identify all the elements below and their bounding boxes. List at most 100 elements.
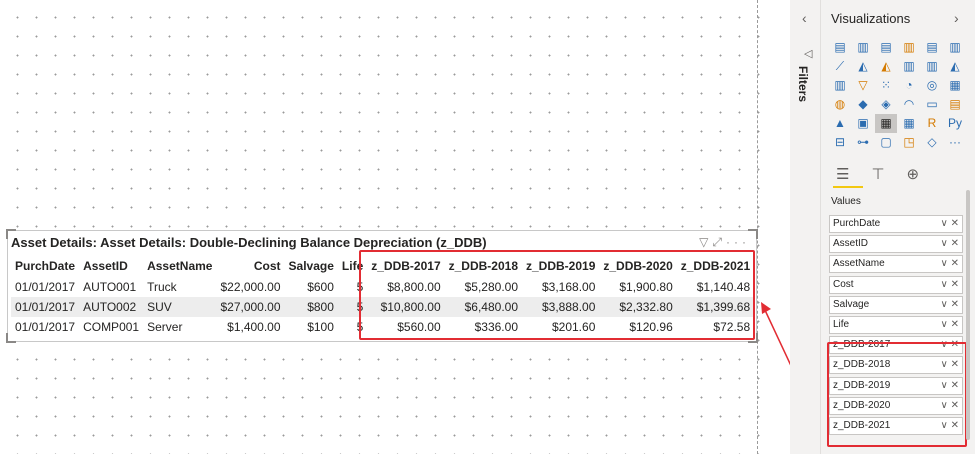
field-well-item[interactable]: Cost ∨ ✕ xyxy=(829,275,963,294)
chevron-down-icon[interactable]: ∨ xyxy=(940,359,951,371)
shape-map-icon[interactable]: ◈ xyxy=(881,97,891,111)
column-header[interactable]: PurchDate xyxy=(15,259,76,273)
stacked-area-icon[interactable]: ◭ xyxy=(881,59,891,73)
filter-icon[interactable]: ▽ xyxy=(699,235,713,249)
field-well-item[interactable]: Life ∨ ✕ xyxy=(829,315,963,334)
field-well-item[interactable]: z_DDB-2019 ∨ ✕ xyxy=(829,376,963,395)
resize-handle[interactable] xyxy=(6,333,16,343)
qa-icon[interactable]: ▢ xyxy=(880,135,892,149)
resize-handle[interactable] xyxy=(748,333,758,343)
line-chart-icon[interactable]: ⟋ xyxy=(835,59,845,73)
remove-field-icon[interactable]: ✕ xyxy=(950,318,959,330)
matrix-icon[interactable]: ▦ xyxy=(903,116,915,130)
more-options-icon[interactable]: ··· xyxy=(726,235,750,249)
field-well-item[interactable]: Salvage ∨ ✕ xyxy=(829,295,963,314)
table-visual[interactable]: Asset Details: Asset Details: Double-Dec… xyxy=(6,229,758,343)
field-well-item[interactable]: z_DDB-2021 ∨ ✕ xyxy=(829,416,963,435)
remove-field-icon[interactable]: ✕ xyxy=(950,278,959,290)
diamond-icon[interactable]: ◇ xyxy=(927,135,937,149)
table-row[interactable]: 01/01/2017 COMP001 Server $1,400.00 $100 5 $56… xyxy=(11,317,754,337)
chevron-down-icon[interactable]: ∨ xyxy=(940,218,951,229)
remove-field-icon[interactable]: ✕ xyxy=(950,218,959,229)
map-icon[interactable]: ◍ xyxy=(834,97,846,111)
field-well-item[interactable]: z_DDB-2020 ∨ ✕ xyxy=(829,396,963,415)
column-header[interactable]: z_DDB-2019 xyxy=(526,259,596,273)
donut-icon[interactable]: ◎ xyxy=(926,78,938,92)
fields-well-icon[interactable]: ☰ xyxy=(836,166,850,183)
gauge-icon[interactable]: ◠ xyxy=(903,97,915,111)
line-column-icon[interactable]: ▥ xyxy=(903,59,915,73)
column-header[interactable]: z_DDB-2020 xyxy=(603,259,673,273)
remove-field-icon[interactable]: ✕ xyxy=(950,359,959,371)
focus-mode-icon[interactable]: ⤢ xyxy=(712,235,726,249)
column-header[interactable]: AssetName xyxy=(147,259,213,273)
triangle-left-icon[interactable]: ◁ xyxy=(804,48,813,60)
field-well-item[interactable]: AssetName ∨ ✕ xyxy=(829,255,963,274)
python-visual-icon[interactable]: Py xyxy=(947,116,962,130)
funnel-icon[interactable]: ▽ xyxy=(858,78,868,92)
ribbon-chart-icon[interactable]: ◭ xyxy=(950,59,960,73)
field-well-item[interactable]: z_DDB-2017 ∨ ✕ xyxy=(829,336,963,355)
100-bar-icon[interactable]: ▤ xyxy=(926,40,938,54)
table-row[interactable]: 01/01/2017 AUTO002 SUV $27,000.00 $800 5 $10,8… xyxy=(11,297,755,317)
column-header[interactable]: z_DDB-2021 xyxy=(680,259,751,273)
column-header[interactable]: Cost xyxy=(253,259,281,273)
field-well-item[interactable]: AssetID ∨ ✕ xyxy=(829,235,963,254)
field-well-item[interactable]: PurchDate ∨ ✕ xyxy=(829,215,963,233)
remove-field-icon[interactable]: ✕ xyxy=(950,339,959,351)
chevron-down-icon[interactable]: ∨ xyxy=(940,238,951,250)
clustered-column-icon[interactable]: ▥ xyxy=(903,40,915,54)
remove-field-icon[interactable]: ✕ xyxy=(950,238,959,250)
resize-handle[interactable] xyxy=(748,229,758,239)
chevron-down-icon[interactable]: ∨ xyxy=(940,419,951,431)
stacked-column-icon[interactable]: ▥ xyxy=(857,40,869,54)
chevron-down-icon[interactable]: ∨ xyxy=(940,298,951,310)
multi-row-card-icon[interactable]: ▤ xyxy=(949,97,961,111)
r-visual-icon[interactable]: R xyxy=(927,116,937,130)
pie-icon[interactable]: ◔ xyxy=(905,78,913,92)
scatter-icon[interactable]: ⁙ xyxy=(880,78,892,92)
area-chart-icon[interactable]: ◭ xyxy=(858,59,868,73)
table-icon[interactable]: ▦ xyxy=(875,114,897,133)
slicer-icon[interactable]: ▣ xyxy=(857,116,869,130)
more-icon[interactable]: ··· xyxy=(949,135,961,149)
chevron-down-icon[interactable]: ∨ xyxy=(940,258,951,270)
remove-field-icon[interactable]: ✕ xyxy=(950,258,959,270)
chevron-down-icon[interactable]: ∨ xyxy=(940,339,951,351)
chevron-down-icon[interactable]: ∨ xyxy=(940,318,951,330)
chevron-down-icon[interactable]: ∨ xyxy=(940,379,951,391)
line-clustered-icon[interactable]: ▥ xyxy=(926,59,938,73)
column-header[interactable]: z_DDB-2017 xyxy=(371,259,441,273)
column-header[interactable]: z_DDB-2018 xyxy=(448,259,518,273)
key-influencers-icon[interactable]: ⊟ xyxy=(834,135,846,149)
format-paint-roller-icon[interactable]: ⊤ xyxy=(871,166,885,183)
100-column-icon[interactable]: ▥ xyxy=(949,40,961,54)
card-icon[interactable]: ▭ xyxy=(926,97,938,111)
clustered-bar-icon[interactable]: ▤ xyxy=(880,40,892,54)
stacked-bar-icon[interactable]: ▤ xyxy=(834,40,846,54)
table-row[interactable]: 01/01/2017 AUTO001 Truck $22,000.00 $600 5 $8,… xyxy=(11,277,754,297)
chevron-down-icon[interactable]: ∨ xyxy=(940,399,951,411)
column-header[interactable]: Salvage xyxy=(288,259,334,273)
filters-label[interactable]: Filters xyxy=(796,66,810,103)
chevron-left-icon[interactable]: ‹ xyxy=(802,10,807,26)
smart-narrative-icon[interactable]: ◳ xyxy=(903,135,915,149)
column-header[interactable]: AssetID xyxy=(83,259,128,273)
waterfall-icon[interactable]: ▥ xyxy=(834,78,846,92)
field-well-item[interactable]: z_DDB-2018 ∨ ✕ xyxy=(829,356,963,375)
remove-field-icon[interactable]: ✕ xyxy=(950,419,959,431)
remove-field-icon[interactable]: ✕ xyxy=(950,379,959,391)
resize-handle[interactable] xyxy=(6,229,16,239)
column-header[interactable]: Life xyxy=(341,259,364,273)
remove-field-icon[interactable]: ✕ xyxy=(950,399,959,411)
pane-scrollbar[interactable] xyxy=(966,190,970,440)
kpi-icon[interactable]: ▲ xyxy=(834,116,846,130)
decomposition-tree-icon[interactable]: ⊶ xyxy=(857,135,869,149)
filled-map-icon[interactable]: ◆ xyxy=(858,97,868,111)
analytics-magnifier-icon[interactable]: ⊕ xyxy=(906,166,920,183)
remove-field-icon[interactable]: ✕ xyxy=(950,298,959,310)
treemap-icon[interactable]: ▦ xyxy=(949,78,961,92)
chevron-down-icon[interactable]: ∨ xyxy=(940,278,951,290)
chevron-right-icon[interactable]: › xyxy=(954,10,959,26)
filters-pane[interactable] xyxy=(790,0,821,454)
